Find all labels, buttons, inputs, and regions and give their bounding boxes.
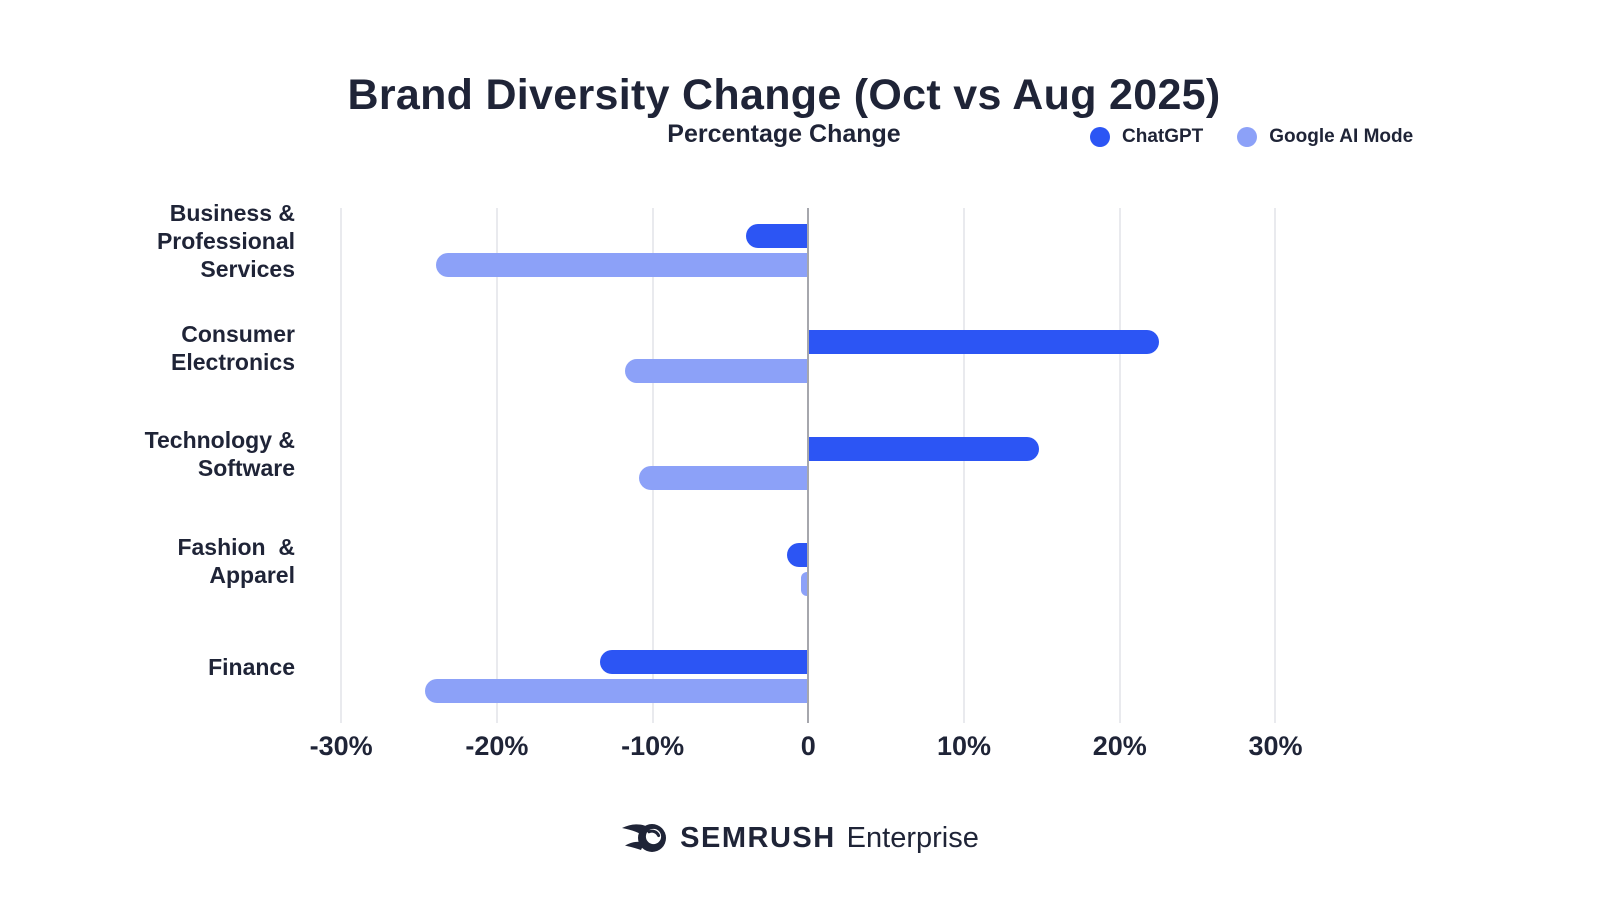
semrush-comet-icon [622,824,667,852]
footer-brand-name: SEMRUSH [680,821,836,854]
bar-chatgpt-fashion-apparel [786,543,808,567]
bar-google-ai-mode-business-professional-services [436,252,808,277]
chart-subtitle: Percentage Change [667,120,901,148]
bar-google-ai-mode-finance [425,678,808,703]
category-label-fashion-apparel: Fashion & Apparel [177,533,295,588]
bar-google-ai-mode-consumer-electronics [624,359,808,383]
x-tick-label-20: 20% [1092,731,1147,761]
chart-title: Brand Diversity Change (Oct vs Aug 2025) [347,70,1221,119]
zero-line [807,208,810,723]
x-tick-label-30: 30% [1248,731,1303,761]
gridline-30 [1274,208,1277,723]
gridline-30 [340,208,343,723]
bar-google-ai-mode-technology-software [638,465,808,490]
gridline-20 [495,208,498,723]
footer-brand-suffix: Enterprise [846,821,979,854]
category-label-business-professional-services: Business & Professional Services [156,200,295,282]
category-label-finance: Finance [208,654,295,680]
x-tick-label-10: 10% [937,731,992,761]
legend-dot-chatgpt-icon [1090,127,1110,147]
x-tick-label-30: -30% [309,731,373,761]
footer-brand: SEMRUSH Enterprise [0,816,1600,860]
bar-chatgpt-consumer-electronics [809,330,1159,354]
gridline-20 [1118,208,1121,723]
category-label-consumer-electronics: Consumer Electronics [171,320,295,375]
x-tick-label-20: -20% [465,731,529,761]
x-tick-label-0: 0 [800,731,816,761]
legend-item-chatgpt: ChatGPT [1090,126,1203,148]
category-label-technology-software: Technology & Software [144,427,295,481]
plot-area [310,197,1330,730]
bar-chatgpt-technology-software [809,436,1039,461]
legend: ChatGPT Google AI Mode [1090,126,1413,148]
legend-label-google-ai-mode: Google AI Mode [1269,126,1414,147]
legend-item-google-ai-mode: Google AI Mode [1237,126,1413,148]
gridline-10 [963,208,966,723]
x-tick-label-10: -10% [621,731,685,761]
bar-chatgpt-finance [599,649,808,674]
legend-label-chatgpt: ChatGPT [1122,126,1204,147]
bar-google-ai-mode-fashion-apparel [800,572,808,596]
bar-chatgpt-business-professional-services [746,223,808,248]
legend-dot-google-ai-mode-icon [1237,127,1258,147]
